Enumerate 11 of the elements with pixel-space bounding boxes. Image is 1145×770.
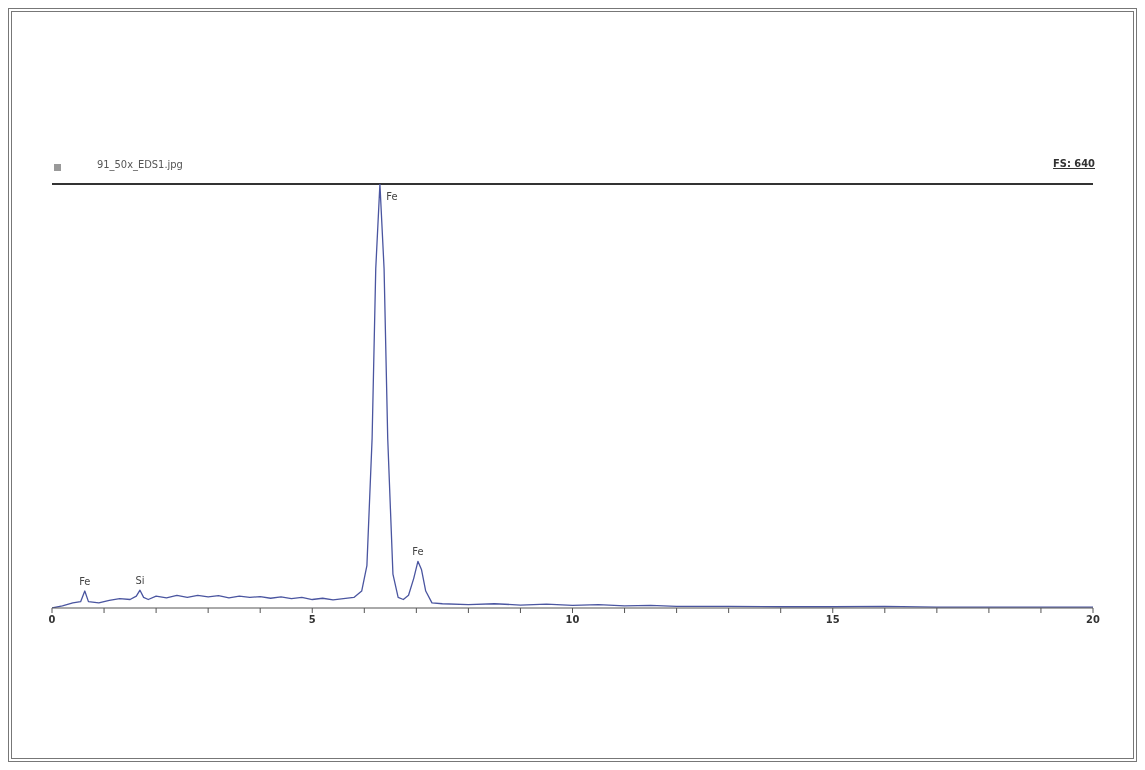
x-tick-label: 5 [308, 612, 316, 626]
annotation: Fe [386, 190, 398, 203]
chart-title: 91_50x_EDS1.jpg [97, 158, 183, 171]
annotation: Fe [412, 545, 424, 559]
x-tick-label: 15 [825, 612, 840, 626]
annotation: Fe [79, 575, 91, 589]
x-tick-label: 10 [565, 612, 580, 626]
x-tick-label: 0 [48, 612, 56, 626]
text: FS: 640 [1053, 157, 1095, 170]
annotation: Si [135, 574, 145, 588]
x-tick-label: 20 [1086, 612, 1100, 626]
